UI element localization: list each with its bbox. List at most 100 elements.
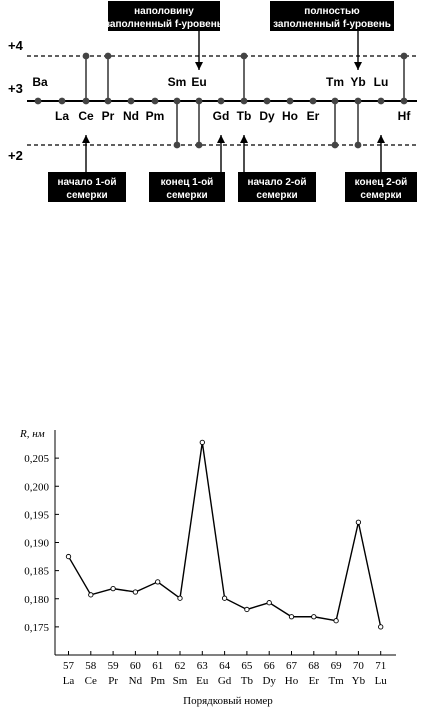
data-point — [355, 519, 362, 525]
element-label: Sm — [168, 75, 187, 89]
callout-box — [238, 172, 316, 202]
y-tick-label: 0,195 — [24, 509, 49, 521]
callout-box — [345, 172, 417, 202]
level-label: +3 — [8, 81, 23, 96]
x-tick-element: Dy — [262, 675, 276, 687]
callout-box — [48, 172, 126, 202]
x-tick-element: La — [63, 675, 75, 687]
data-point — [110, 585, 116, 592]
y-tick-label: 0,175 — [24, 622, 49, 634]
data-point — [177, 595, 183, 601]
arrow-start-first-head — [82, 135, 90, 143]
y-tick-label: 0,190 — [24, 538, 49, 550]
data-point — [244, 606, 250, 613]
data-point — [132, 589, 139, 595]
x-tick-number: 60 — [130, 660, 142, 672]
x-tick-element: Tm — [328, 675, 344, 687]
callout-text: полностью — [304, 6, 360, 17]
arrow-fully-filled-head — [354, 62, 362, 70]
element-dot — [217, 97, 225, 105]
level-label: +4 — [8, 38, 24, 53]
arrow-start-second-head — [240, 135, 248, 143]
element-dot — [195, 97, 203, 105]
radius-chart: 0,175 0,180 0,185 0,190 0,195 0,200 0,205 57 La… — [19, 428, 396, 707]
element-dot — [82, 97, 90, 105]
x-tick-element: Gd — [218, 675, 232, 687]
element-dot — [240, 52, 248, 60]
callout-start-second: начало 2-ой семерки — [238, 172, 316, 202]
callout-text: семерки — [166, 190, 207, 201]
x-tick-number: 63 — [197, 660, 209, 672]
element-dot — [82, 52, 90, 60]
oxidation-state-diagram: +4 +3 +2 Ba La Ce Pr Nd Pm Sm Eu Gd Tb Dy Ho Er Tm Yb Lu H… — [8, 1, 417, 202]
y-axis-label: R, нм — [19, 428, 45, 440]
x-tick-element: Eu — [196, 675, 209, 687]
element-label: Ce — [78, 109, 94, 123]
element-dot — [173, 97, 181, 105]
callout-box — [108, 1, 220, 31]
x-tick-number: 59 — [108, 660, 120, 672]
element-label: Ho — [282, 109, 298, 123]
callout-text: конец 1-ой — [161, 177, 214, 188]
element-dot — [34, 97, 42, 105]
x-tick-element: Er — [309, 675, 320, 687]
x-tick-number: 69 — [331, 660, 343, 672]
callout-box — [270, 1, 394, 31]
callout-text: наполовину — [134, 6, 194, 17]
element-dot — [240, 97, 248, 105]
x-tick-element: Nd — [129, 675, 143, 687]
x-tick-number: 58 — [85, 660, 97, 672]
x-tick-element: Yb — [352, 675, 366, 687]
element-dot — [173, 141, 181, 149]
data-point — [65, 553, 72, 560]
x-tick-number: 67 — [286, 660, 298, 672]
element-label: Dy — [259, 109, 275, 123]
data-point — [88, 592, 94, 598]
data-point — [288, 614, 295, 620]
arrow-end-second-head — [377, 135, 385, 143]
data-point — [155, 579, 161, 585]
element-dot — [58, 97, 66, 105]
callout-box — [149, 172, 225, 202]
callout-text: семерки — [256, 190, 297, 201]
data-point — [378, 624, 384, 630]
element-dot — [400, 52, 408, 60]
data-point — [311, 614, 317, 620]
element-dot — [195, 141, 203, 149]
data-point — [199, 439, 205, 446]
element-label: Hf — [398, 109, 412, 123]
callout-text: семерки — [66, 190, 107, 201]
element-label: Nd — [123, 109, 139, 123]
element-label: La — [55, 109, 69, 123]
data-point — [221, 595, 228, 601]
x-tick-element: Sm — [173, 675, 188, 687]
x-tick-number: 65 — [241, 660, 253, 672]
y-tick-label: 0,185 — [24, 566, 49, 578]
x-tick-number: 70 — [353, 660, 365, 672]
element-label: Eu — [191, 75, 206, 89]
x-tick-element: Lu — [375, 675, 388, 687]
x-tick-number: 57 — [63, 660, 75, 672]
y-tick-label: 0,200 — [24, 481, 49, 493]
callout-text: заполненный f-уровень — [273, 19, 391, 30]
x-axis-label: Порядковый номер — [183, 695, 273, 707]
element-label: Pm — [146, 109, 165, 123]
callout-fully-filled: полностью заполненный f-уровень — [270, 1, 394, 31]
x-tick-element: Ce — [85, 675, 97, 687]
callout-end-first: конец 1-ой семерки — [149, 172, 225, 202]
callout-text: начало 2-ой — [248, 177, 307, 188]
element-label: Er — [307, 109, 320, 123]
element-dot — [151, 97, 159, 105]
element-dot — [377, 97, 385, 105]
element-label: Tb — [237, 109, 252, 123]
element-label: Pr — [102, 109, 115, 123]
x-tick-number: 64 — [219, 660, 231, 672]
callout-text: семерки — [360, 190, 401, 201]
element-dot — [127, 97, 135, 105]
level-label: +2 — [8, 148, 23, 163]
element-dot — [104, 97, 112, 105]
data-point — [266, 600, 272, 606]
callout-text: начало 1-ой — [58, 177, 117, 188]
element-dot — [286, 97, 294, 105]
x-tick-number: 62 — [175, 660, 186, 672]
